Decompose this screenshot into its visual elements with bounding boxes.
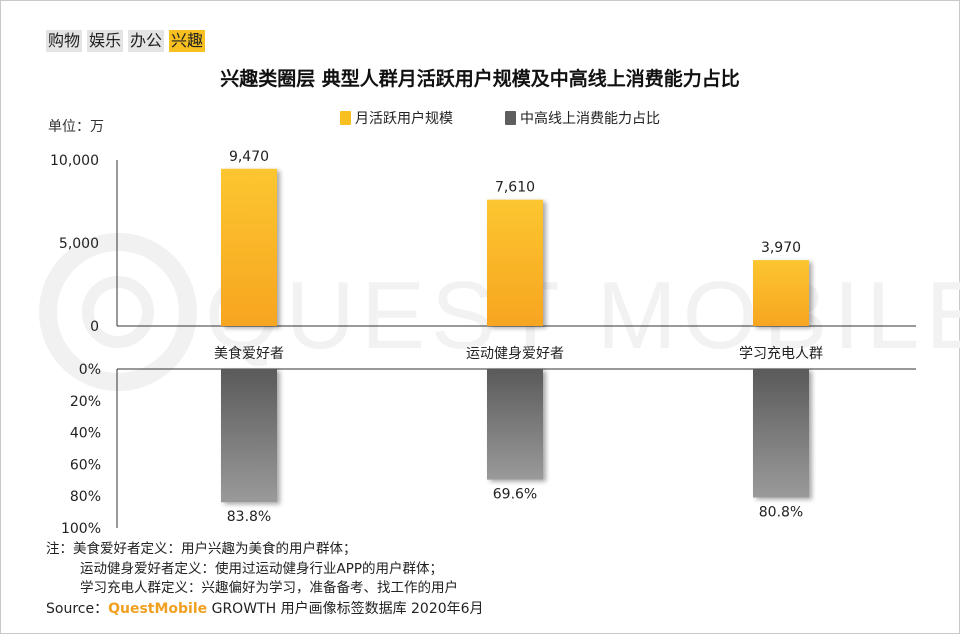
legend-item-spending: 中高线上消费能力占比 bbox=[505, 108, 660, 128]
bottom-y-tick-label: 0% bbox=[79, 362, 101, 378]
category-label: 运动健身爱好者 bbox=[466, 346, 564, 362]
source-suffix: GROWTH 用户画像标签数据库 2020年6月 bbox=[207, 601, 484, 617]
data-label-mau: 9,470 bbox=[229, 149, 269, 165]
top-y-tick-label: 0 bbox=[90, 319, 99, 335]
bottom-y-tick-label: 20% bbox=[70, 394, 101, 410]
tab-shopping[interactable]: 购物 bbox=[46, 30, 83, 52]
legend-item-mau: 月活跃用户规模 bbox=[340, 108, 453, 128]
legend-swatch-mau bbox=[340, 111, 351, 125]
data-label-mau: 3,970 bbox=[761, 240, 801, 256]
source-line: Source：QuestMobile GROWTH 用户画像标签数据库 2020… bbox=[46, 598, 484, 618]
tab-office[interactable]: 办公 bbox=[128, 30, 165, 52]
category-label: 美食爱好者 bbox=[214, 345, 284, 362]
bar-mau bbox=[753, 260, 809, 326]
watermark: QUEST MOBILE bbox=[39, 233, 960, 391]
category-label: 学习充电人群 bbox=[739, 346, 823, 362]
data-label-mau: 7,610 bbox=[495, 180, 535, 196]
legend-swatch-spending bbox=[505, 111, 516, 125]
note-line-2: 运动健身爱好者定义：使用过运动健身行业APP的用户群体； bbox=[80, 560, 444, 577]
bar-spending bbox=[487, 369, 543, 480]
data-label-spending: 80.8% bbox=[759, 504, 803, 520]
bar-spending bbox=[221, 369, 277, 503]
source-brand: QuestMobile bbox=[108, 601, 208, 617]
notes: 注：美食爱好者定义：用户兴趣为美食的用户群体； 运动健身爱好者定义：使用过运动健… bbox=[46, 540, 458, 599]
bar-mau bbox=[221, 168, 277, 326]
top-y-tick-label: 10,000 bbox=[50, 153, 99, 169]
data-label-spending: 69.6% bbox=[493, 487, 537, 503]
tab-entertainment[interactable]: 娱乐 bbox=[87, 30, 124, 52]
legend: 月活跃用户规模 中高线上消费能力占比 bbox=[340, 108, 660, 128]
category-tabs: 购物 娱乐 办公 兴趣 bbox=[46, 30, 206, 52]
legend-label-spending: 中高线上消费能力占比 bbox=[520, 111, 660, 127]
unit-label: 单位：万 bbox=[48, 119, 104, 135]
bar-spending bbox=[753, 369, 809, 498]
watermark-text: QUEST MOBILE bbox=[205, 262, 960, 369]
note-line-1: 注：美食爱好者定义：用户兴趣为美食的用户群体； bbox=[46, 541, 357, 557]
bar-mau bbox=[487, 199, 543, 326]
bottom-y-tick-label: 40% bbox=[70, 426, 101, 442]
bottom-y-tick-label: 100% bbox=[61, 521, 101, 537]
legend-label-mau: 月活跃用户规模 bbox=[355, 111, 453, 127]
data-label-spending: 83.8% bbox=[227, 509, 271, 525]
source-prefix: Source： bbox=[46, 601, 109, 617]
top-y-tick-label: 5,000 bbox=[59, 236, 99, 252]
bottom-y-tick-label: 60% bbox=[70, 457, 101, 473]
tab-interest[interactable]: 兴趣 bbox=[169, 30, 206, 52]
note-line-3: 学习充电人群定义：兴趣偏好为学习，准备备考、找工作的用户 bbox=[80, 580, 458, 596]
chart-title: 兴趣类圈层 典型人群月活跃用户规模及中高线上消费能力占比 bbox=[220, 68, 740, 90]
bottom-y-tick-label: 80% bbox=[70, 489, 101, 505]
